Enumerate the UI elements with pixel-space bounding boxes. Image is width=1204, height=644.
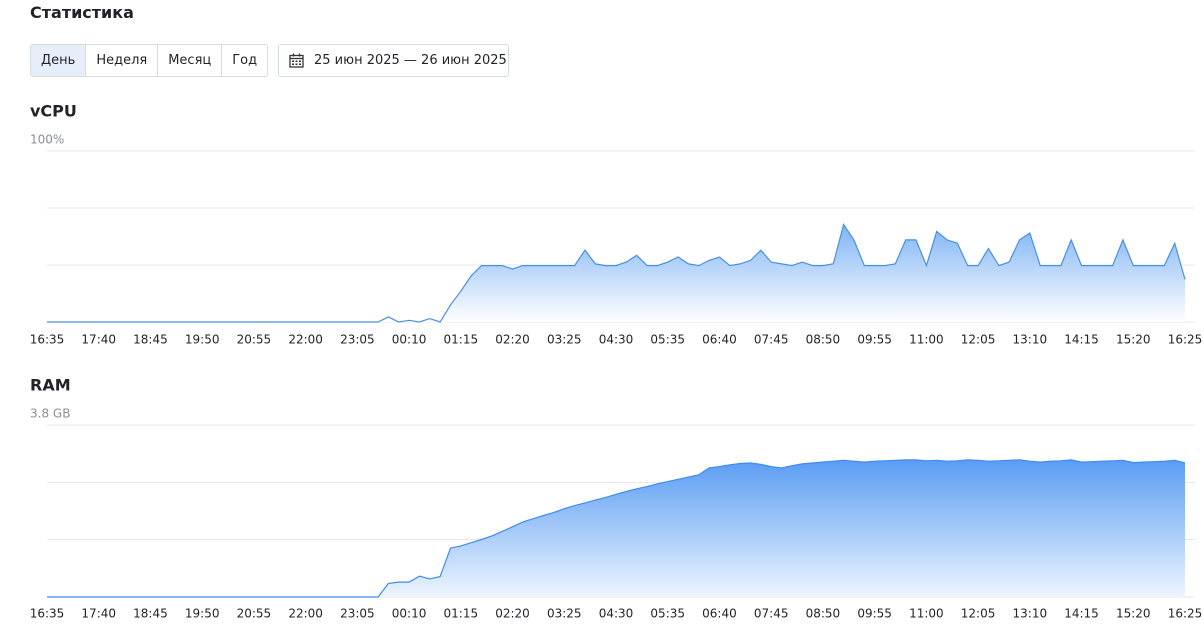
period-tab[interactable]: Неделя (86, 45, 159, 76)
area (47, 224, 1185, 322)
x-tick-label: 04:30 (599, 333, 634, 347)
y-tick-label: 3.8 GB (30, 407, 70, 421)
x-tick-label: 03:25 (547, 607, 582, 621)
x-tick-label: 06:40 (702, 333, 737, 347)
line (47, 223, 1186, 323)
x-tick-label: 15:20 (1116, 333, 1151, 347)
x-tick-label: 13:10 (1013, 333, 1048, 347)
x-tick-label: 16:25 (1168, 607, 1203, 621)
x-tick-label: 00:10 (392, 333, 427, 347)
x-tick-label: 05:35 (650, 333, 685, 347)
x-tick-label: 11:00 (909, 607, 944, 621)
x-tick-label: 06:40 (702, 607, 737, 621)
x-tick-label: 16:35 (30, 333, 65, 347)
x-tick-label: 12:05 (961, 333, 996, 347)
x-tick-label: 03:25 (547, 333, 582, 347)
x-tick-label: 13:10 (1013, 607, 1048, 621)
x-tick-label: 08:50 (806, 607, 841, 621)
x-tick-label: 18:45 (133, 333, 168, 347)
x-tick-label: 02:20 (495, 607, 530, 621)
x-tick-label: 00:10 (392, 607, 427, 621)
x-tick-label: 07:45 (754, 607, 789, 621)
x-tick-label: 16:35 (30, 607, 65, 621)
x-tick-label: 17:40 (81, 333, 116, 347)
x-tick-label: 15:20 (1116, 607, 1151, 621)
x-tick-label: 19:50 (185, 607, 220, 621)
date-range-button[interactable]: 25 июн 2025 — 26 июн 2025 (278, 44, 509, 77)
x-tick-label: 22:00 (288, 607, 323, 621)
x-tick-label: 01:15 (444, 333, 479, 347)
x-tick-label: 04:30 (599, 607, 634, 621)
x-tick-label: 09:55 (857, 607, 892, 621)
calendar-icon (289, 53, 304, 68)
line (47, 459, 1186, 598)
x-tick-label: 02:20 (495, 333, 530, 347)
period-tab[interactable]: Месяц (158, 45, 223, 76)
x-tick-label: 19:50 (185, 333, 220, 347)
x-tick-label: 14:15 (1064, 607, 1099, 621)
period-tab[interactable]: День (31, 45, 87, 76)
area (47, 459, 1185, 597)
x-tick-label: 05:35 (650, 607, 685, 621)
x-tick-label: 12:05 (961, 607, 996, 621)
x-tick-label: 09:55 (857, 333, 892, 347)
x-tick-label: 22:00 (288, 333, 323, 347)
page-title: Статистика (30, 3, 134, 22)
period-tab[interactable]: Год (222, 45, 268, 76)
period-tabs: День Неделя Месяц Год (30, 44, 269, 77)
chart-title: RAM (30, 376, 71, 395)
x-tick-label: 16:25 (1168, 333, 1203, 347)
x-tick-label: 07:45 (754, 333, 789, 347)
y-tick-label: 100% (30, 133, 64, 147)
x-tick-label: 17:40 (81, 607, 116, 621)
x-tick-label: 20:55 (237, 607, 272, 621)
x-tick-label: 18:45 (133, 607, 168, 621)
x-tick-label: 23:05 (340, 607, 375, 621)
x-tick-label: 14:15 (1064, 333, 1099, 347)
x-tick-label: 11:00 (909, 333, 944, 347)
x-tick-label: 08:50 (806, 333, 841, 347)
date-range: 25 июн 2025 — 26 июн 2025 (314, 53, 507, 68)
x-tick-label: 23:05 (340, 333, 375, 347)
x-tick-label: 01:15 (444, 607, 479, 621)
chart-title: vCPU (30, 102, 77, 121)
x-tick-label: 20:55 (237, 333, 272, 347)
